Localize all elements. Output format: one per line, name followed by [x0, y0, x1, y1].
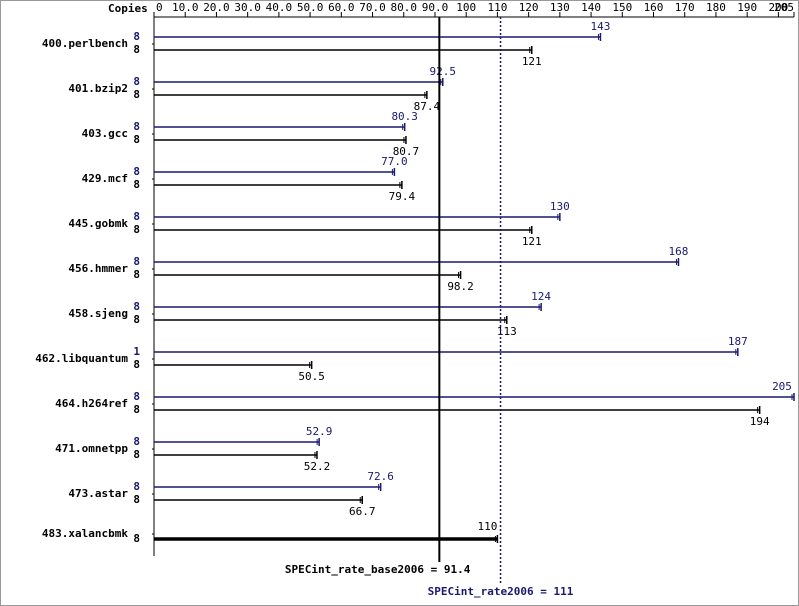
x-tick-label: 190 [737, 1, 757, 14]
base-copies: 8 [133, 43, 140, 56]
base-value-label: 121 [522, 235, 542, 248]
x-tick-label: 20.0 [203, 1, 230, 14]
peak-copies: 8 [133, 300, 140, 313]
peak-copies: 8 [133, 75, 140, 88]
x-tick-label: 200 [768, 1, 788, 14]
base-value-label: 98.2 [447, 280, 474, 293]
peak-value-label: 77.0 [381, 155, 408, 168]
peak-value-label: 143 [591, 20, 611, 33]
benchmark-label: 429.mcf [82, 172, 128, 185]
base-copies: 8 [133, 403, 140, 416]
x-tick-label: 70.0 [359, 1, 386, 14]
x-tick-label: 110 [487, 1, 507, 14]
base-copies: 8 [133, 178, 140, 191]
base-copies: 8 [133, 223, 140, 236]
benchmark-label: 456.hmmer [68, 262, 128, 275]
base-value-label: 66.7 [349, 505, 376, 518]
benchmark-label: 462.libquantum [35, 352, 128, 365]
benchmark-label: 471.omnetpp [55, 442, 128, 455]
base-copies: 8 [133, 358, 140, 371]
peak-value-label: 92.5 [430, 65, 457, 78]
base-copies: 8 [133, 493, 140, 506]
peak-copies: 1 [133, 345, 140, 358]
base-copies: 8 [133, 448, 140, 461]
benchmark-label: 483.xalancbmk [42, 527, 128, 540]
base-value-label: 194 [750, 415, 770, 428]
benchmark-label: 473.astar [68, 487, 128, 500]
base-copies: 8 [133, 313, 140, 326]
peak-copies: 8 [133, 480, 140, 493]
x-tick-label: 90.0 [422, 1, 449, 14]
peak-copies: 8 [133, 435, 140, 448]
x-tick-label: 30.0 [234, 1, 261, 14]
benchmark-label: 458.sjeng [68, 307, 128, 320]
peak-value-label: 124 [531, 290, 551, 303]
base-value-label: 80.7 [393, 145, 420, 158]
peak-value-label: 52.9 [306, 425, 333, 438]
peak-copies: 8 [133, 210, 140, 223]
x-tick-label: 130 [550, 1, 570, 14]
x-tick-label: 140 [581, 1, 601, 14]
peak-value-label: 187 [728, 335, 748, 348]
reference-label: SPECint_rate2006 = 111 [428, 585, 574, 598]
x-tick-label: 205 [774, 1, 794, 14]
base-copies: 8 [133, 88, 140, 101]
base-value-label: 110 [477, 520, 497, 533]
x-tick-label: 170 [675, 1, 695, 14]
base-value-label: 113 [497, 325, 517, 338]
peak-value-label: 130 [550, 200, 570, 213]
benchmark-label: 401.bzip2 [68, 82, 128, 95]
base-copies: 8 [133, 133, 140, 146]
peak-copies: 8 [133, 390, 140, 403]
x-tick-label: 60.0 [328, 1, 355, 14]
base-copies: 8 [133, 532, 140, 545]
peak-value-label: 72.6 [367, 470, 394, 483]
base-copies: 8 [133, 268, 140, 281]
x-tick-label: 0 [156, 1, 163, 14]
benchmark-label: 464.h264ref [55, 397, 128, 410]
base-value-label: 87.4 [414, 100, 441, 113]
peak-value-label: 168 [669, 245, 689, 258]
x-tick-label: 160 [644, 1, 664, 14]
x-tick-label: 150 [612, 1, 632, 14]
x-tick-label: 120 [519, 1, 539, 14]
x-tick-label: 10.0 [172, 1, 199, 14]
x-tick-label: 40.0 [266, 1, 293, 14]
peak-copies: 8 [133, 30, 140, 43]
copies-header: Copies [108, 2, 148, 15]
base-value-label: 52.2 [304, 460, 331, 473]
peak-copies: 8 [133, 255, 140, 268]
base-value-label: 50.5 [298, 370, 325, 383]
peak-value-label: 205 [772, 380, 792, 393]
benchmark-label: 403.gcc [82, 127, 128, 140]
x-tick-label: 180 [706, 1, 726, 14]
peak-copies: 8 [133, 120, 140, 133]
benchmark-label: 400.perlbench [42, 37, 128, 50]
x-tick-label: 100 [456, 1, 476, 14]
benchmark-label: 445.gobmk [68, 217, 128, 230]
peak-value-label: 80.3 [391, 110, 418, 123]
x-tick-label: 80.0 [391, 1, 418, 14]
reference-label: SPECint_rate_base2006 = 91.4 [285, 563, 471, 576]
base-value-label: 121 [522, 55, 542, 68]
base-value-label: 79.4 [389, 190, 416, 203]
peak-copies: 8 [133, 165, 140, 178]
x-tick-label: 50.0 [297, 1, 324, 14]
